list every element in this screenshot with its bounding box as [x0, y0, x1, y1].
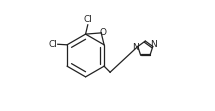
Text: N: N — [150, 40, 157, 49]
Text: N: N — [132, 43, 139, 52]
Text: Cl: Cl — [49, 40, 57, 49]
Text: O: O — [100, 28, 107, 37]
Text: Cl: Cl — [84, 15, 92, 24]
